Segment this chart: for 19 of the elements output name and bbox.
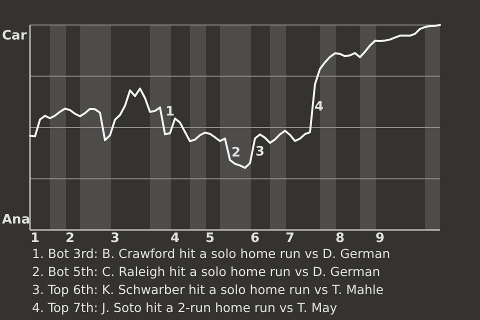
x-tick-label: 1 xyxy=(30,231,40,246)
text: 1. Bot 3rd: B. Crawford hit a solo home run vs D. German xyxy=(32,246,390,261)
x-tick-label: 7 xyxy=(285,231,295,246)
x-tick-label: 9 xyxy=(375,231,385,246)
text: Car xyxy=(2,28,28,44)
text: 2. Bot 5th: C. Raleigh hit a solo home run vs D. German xyxy=(32,264,380,279)
annotation: 2 xyxy=(231,146,241,161)
annotation: 3 xyxy=(255,144,265,160)
annotation: 4 xyxy=(314,100,324,115)
x-tick-label: 6 xyxy=(250,231,260,246)
x-tick-label: 5 xyxy=(205,231,215,246)
annotation: Ana xyxy=(2,212,30,228)
x-tick-label: 4 xyxy=(170,231,180,246)
x-tick-label: 8 xyxy=(335,231,345,246)
x-tick-label: 2 xyxy=(65,231,75,246)
text: 3. Top 6th: K. Schwarber hit a solo home run vs T. Mahle xyxy=(32,282,384,297)
text: 4. Top 7th: J. Soto hit a 2-run home run vs T. May xyxy=(32,300,338,315)
x-tick-label: 3 xyxy=(110,231,120,246)
annotation: 1 xyxy=(165,104,175,120)
